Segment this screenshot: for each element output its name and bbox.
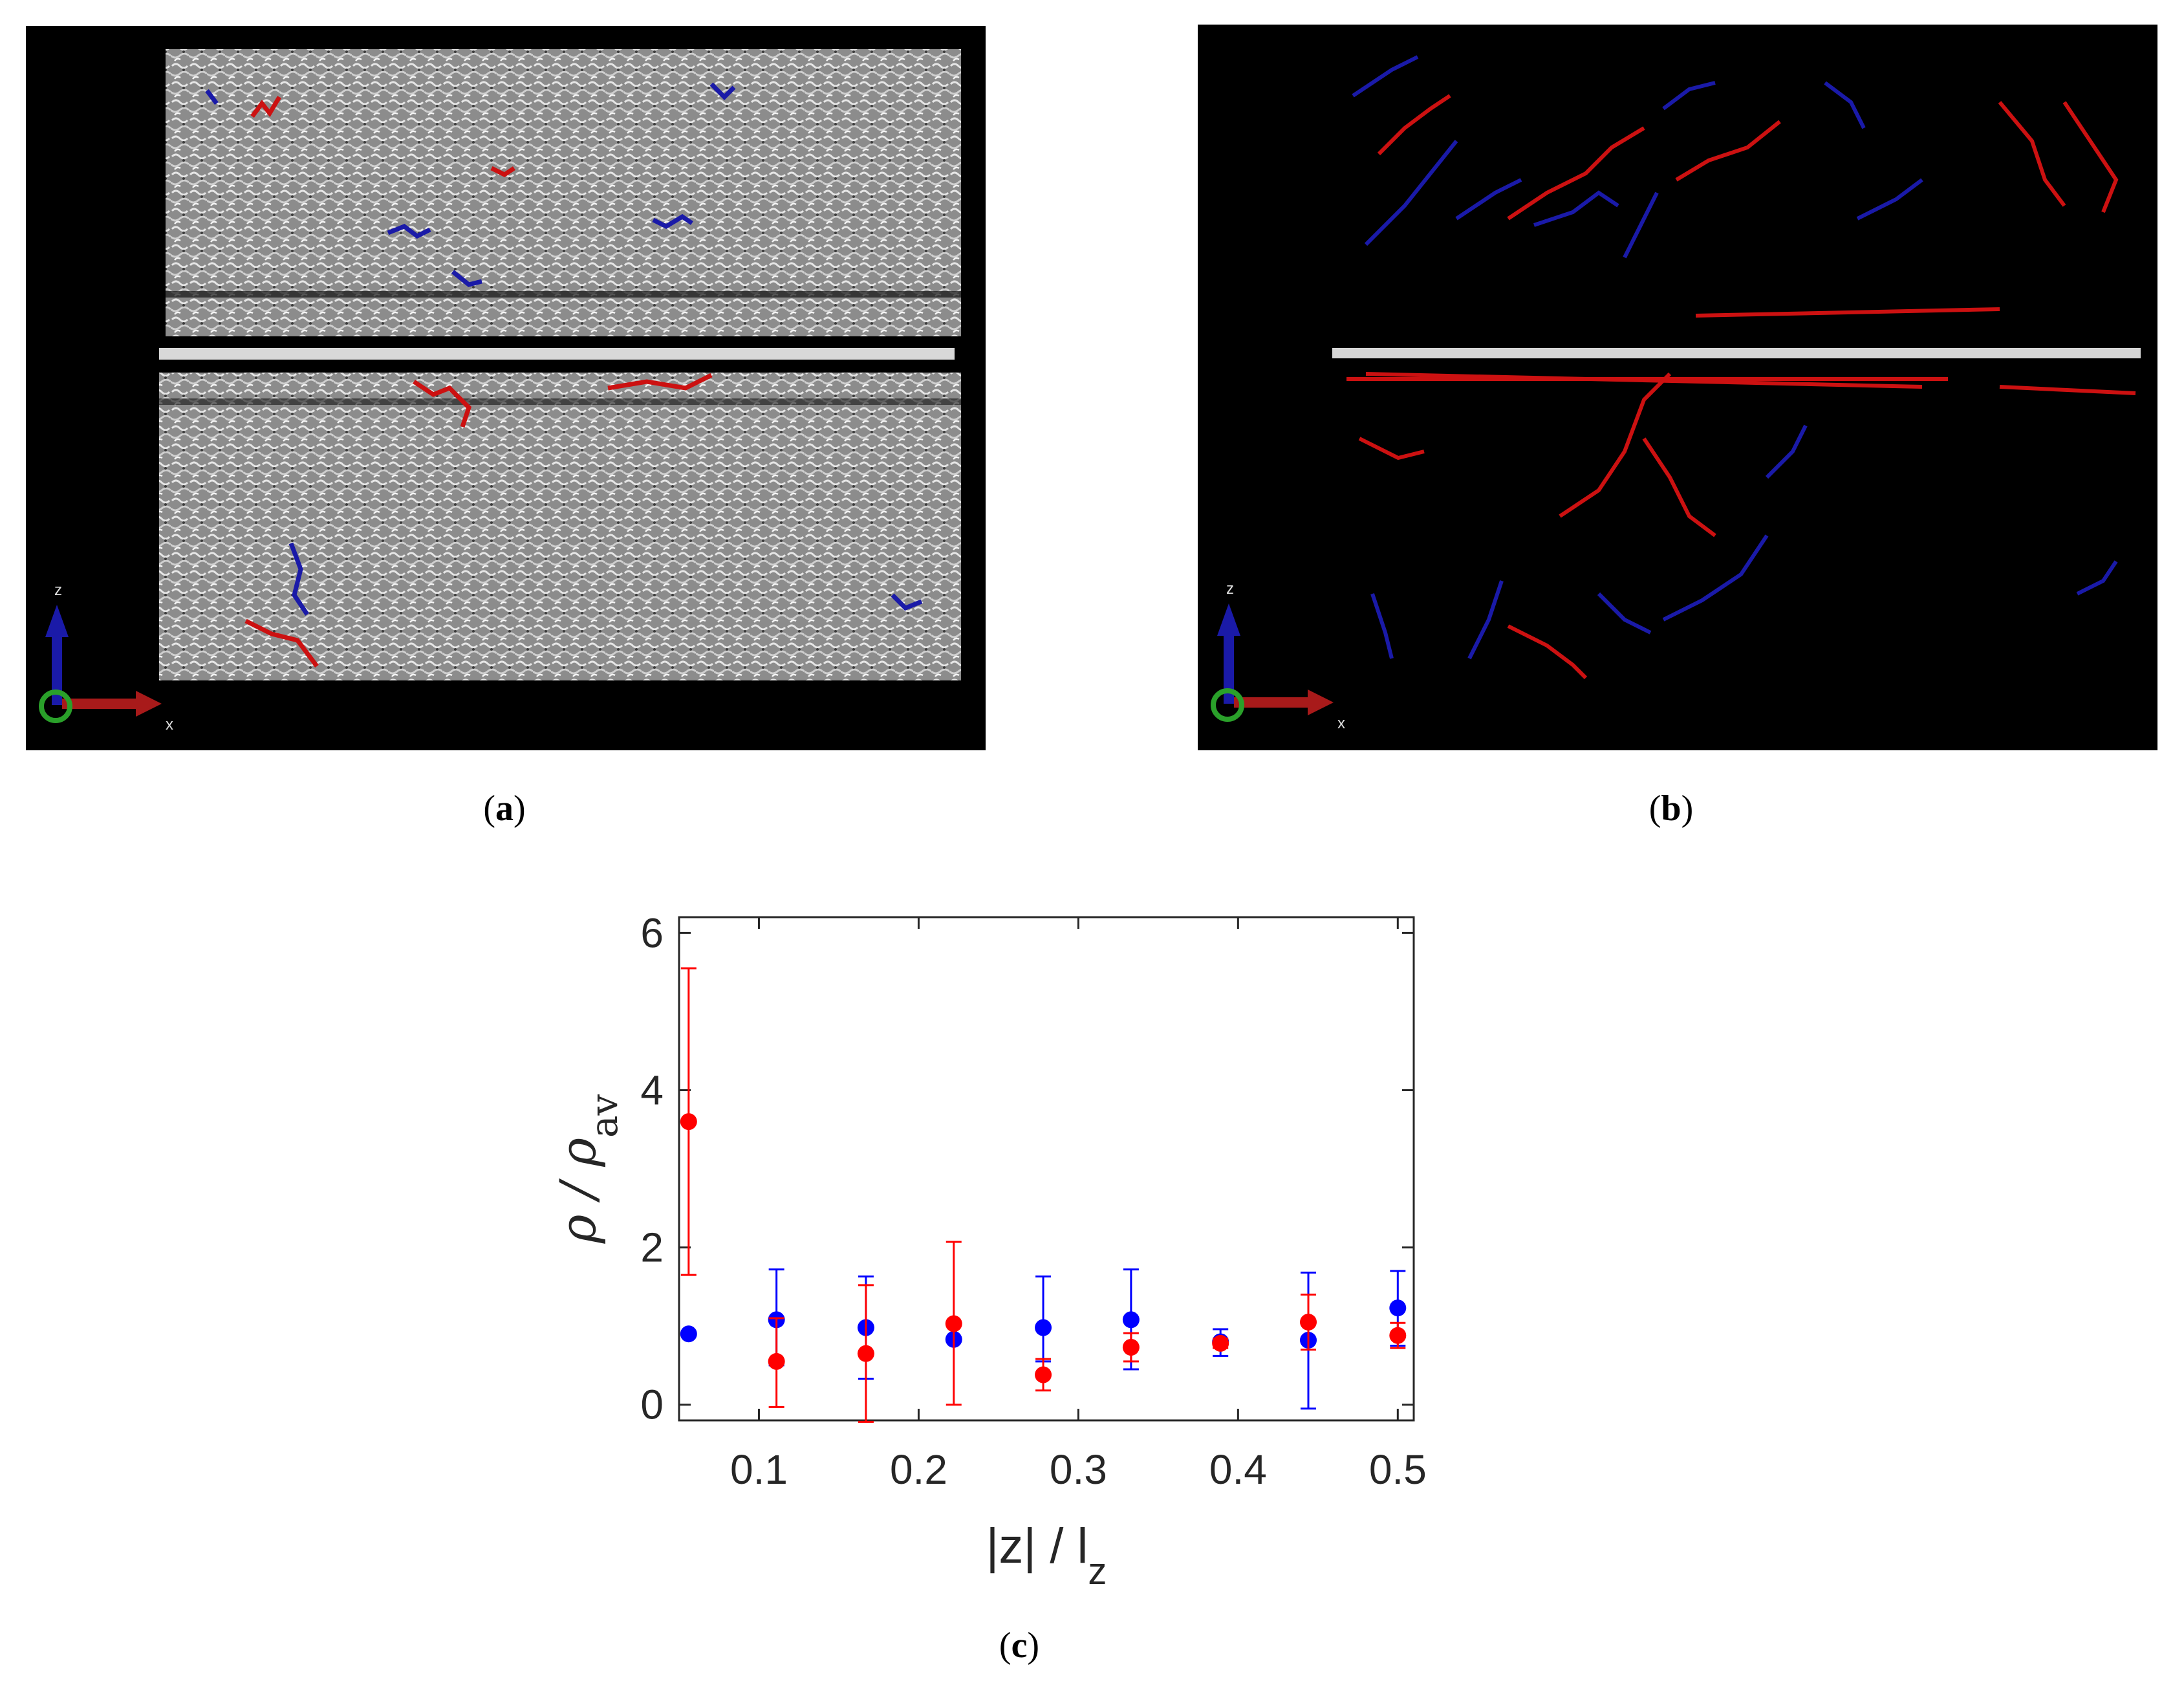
x-axis-label-subscript: z xyxy=(1088,1550,1107,1592)
snapshot-panel-a: z x xyxy=(26,26,986,750)
data-point xyxy=(1212,1334,1229,1352)
data-point xyxy=(1389,1299,1407,1317)
y-axis-label: ρ / ρav xyxy=(549,1094,626,1244)
data-point xyxy=(945,1315,962,1332)
x-tick-label: 0.3 xyxy=(1050,1446,1107,1493)
x-tick-label: 0.2 xyxy=(890,1446,947,1493)
y-tick-label: 6 xyxy=(640,909,664,956)
data-point xyxy=(1035,1366,1052,1384)
caption-a: (a) xyxy=(483,788,526,829)
svg-text:z: z xyxy=(54,581,62,599)
x-axis-label: |z| / lz xyxy=(986,1519,1107,1592)
caption-b: (b) xyxy=(1649,788,1694,829)
data-point xyxy=(680,1113,697,1131)
data-point xyxy=(1122,1338,1140,1356)
plot-area xyxy=(678,916,1415,1422)
svg-text:x: x xyxy=(1337,715,1345,732)
caption-c: (c) xyxy=(999,1625,1040,1666)
x-tick-label: 0.1 xyxy=(730,1446,788,1493)
x-tick-label: 0.4 xyxy=(1209,1446,1267,1493)
data-point xyxy=(1122,1311,1140,1329)
y-tick-label: 0 xyxy=(640,1382,664,1428)
y-axis-label-subscript: av xyxy=(582,1094,626,1138)
y-tick-label: 4 xyxy=(640,1067,664,1113)
data-point xyxy=(768,1352,785,1370)
data-point xyxy=(680,1325,697,1343)
x-tick-label: 0.5 xyxy=(1369,1446,1427,1493)
data-point xyxy=(1300,1314,1317,1331)
axes-triad-icon: z x xyxy=(1211,580,1345,732)
snapshot-b-image: z x xyxy=(1211,55,2141,732)
data-point xyxy=(857,1345,874,1362)
data-point xyxy=(1035,1319,1052,1336)
axes-triad-icon: z x xyxy=(39,581,173,733)
svg-text:x: x xyxy=(166,716,173,733)
snapshot-a-image: z x xyxy=(39,49,961,733)
snapshot-panel-b: z x xyxy=(1198,25,2157,750)
y-tick-label: 2 xyxy=(640,1224,664,1271)
svg-text:z: z xyxy=(1226,580,1234,598)
data-point xyxy=(1389,1327,1407,1344)
